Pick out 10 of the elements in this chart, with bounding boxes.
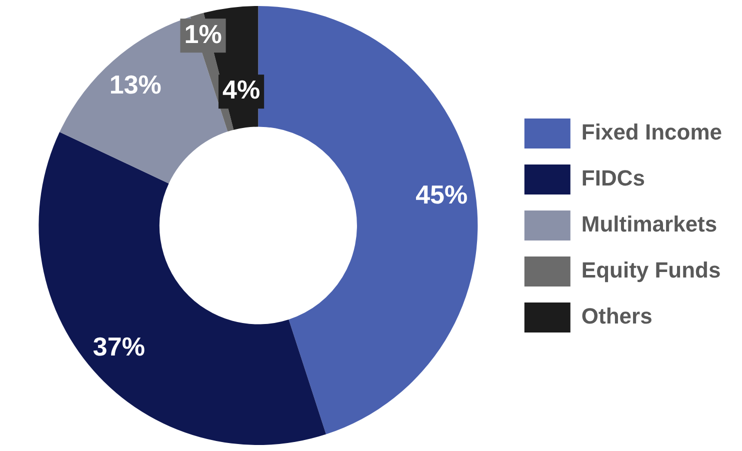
data-label: 45%	[416, 180, 468, 210]
data-label: 13%	[109, 69, 162, 100]
data-label: 4%	[222, 74, 260, 105]
legend-label: Multimarkets	[581, 212, 718, 237]
data-label: 1%	[184, 18, 222, 49]
data-label: 37%	[92, 331, 145, 362]
legend-label: Others	[581, 304, 652, 329]
legend-label: Equity Funds	[581, 258, 721, 283]
legend-label: Fixed Income	[581, 120, 722, 145]
legend-label: FIDCs	[581, 166, 645, 191]
